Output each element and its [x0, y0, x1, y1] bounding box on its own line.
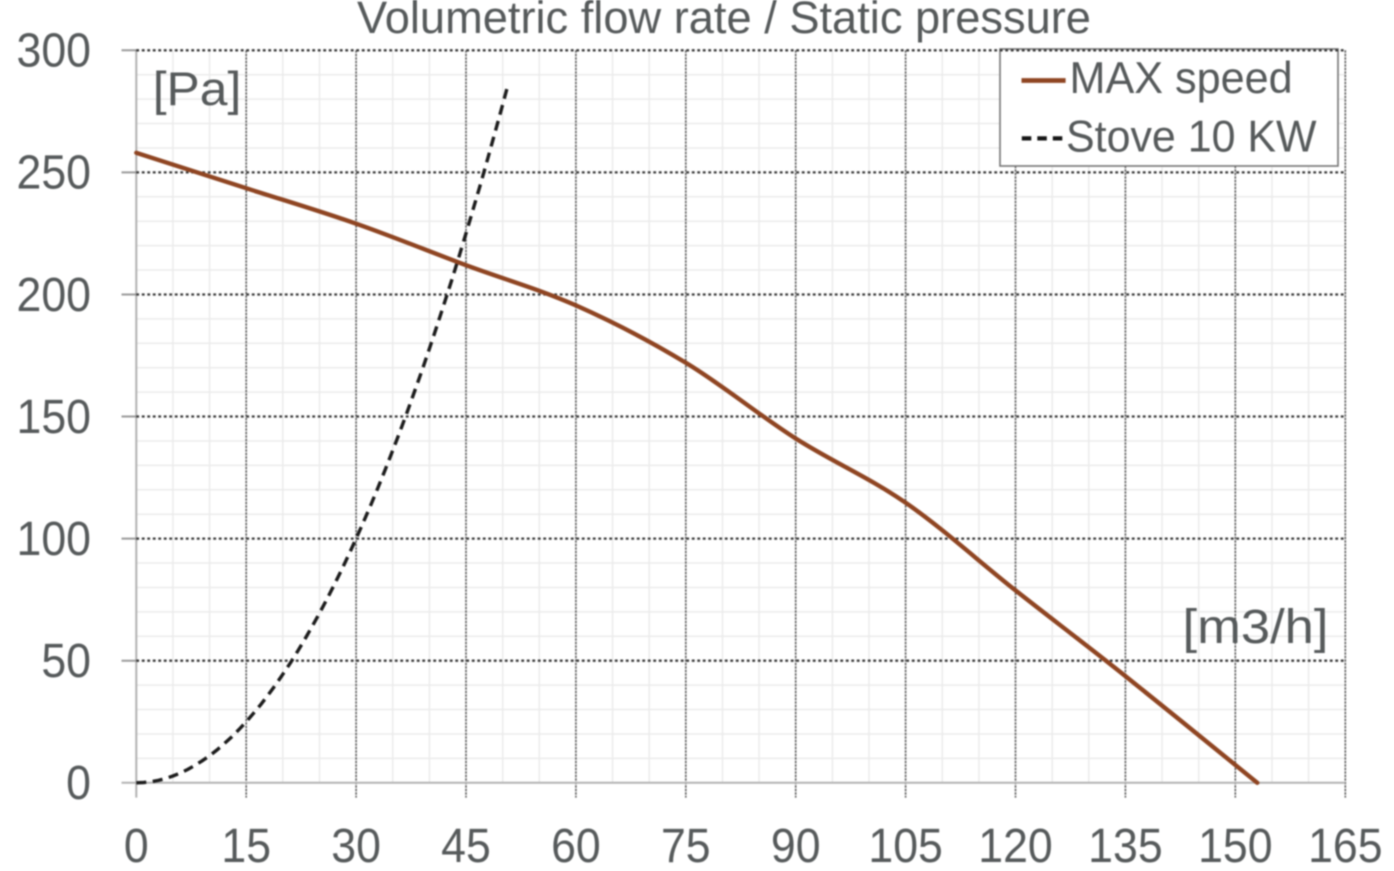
svg-text:150: 150	[1198, 818, 1272, 871]
svg-text:60: 60	[551, 818, 601, 871]
svg-text:75: 75	[661, 818, 711, 871]
svg-text:90: 90	[771, 818, 821, 871]
svg-text:150: 150	[17, 389, 91, 443]
svg-text:[Pa]: [Pa]	[153, 63, 242, 115]
svg-text:105: 105	[868, 818, 942, 871]
svg-text:[m3/h]: [m3/h]	[1183, 599, 1329, 653]
svg-text:45: 45	[441, 818, 491, 871]
svg-text:Volumetric flow rate / Static: Volumetric flow rate / Static pressure	[357, 0, 1091, 43]
svg-text:50: 50	[41, 634, 91, 688]
svg-text:200: 200	[17, 267, 91, 321]
svg-text:300: 300	[17, 23, 91, 77]
svg-text:MAX speed: MAX speed	[1070, 53, 1293, 103]
svg-text:0: 0	[66, 756, 91, 810]
svg-text:165: 165	[1308, 818, 1382, 871]
svg-text:30: 30	[331, 818, 381, 871]
svg-text:100: 100	[17, 511, 91, 565]
svg-text:0: 0	[124, 818, 149, 871]
svg-text:250: 250	[17, 145, 91, 199]
svg-text:Stove 10 KW: Stove 10 KW	[1066, 112, 1317, 162]
svg-text:15: 15	[221, 818, 271, 871]
svg-text:120: 120	[978, 818, 1052, 871]
svg-text:135: 135	[1088, 818, 1162, 871]
